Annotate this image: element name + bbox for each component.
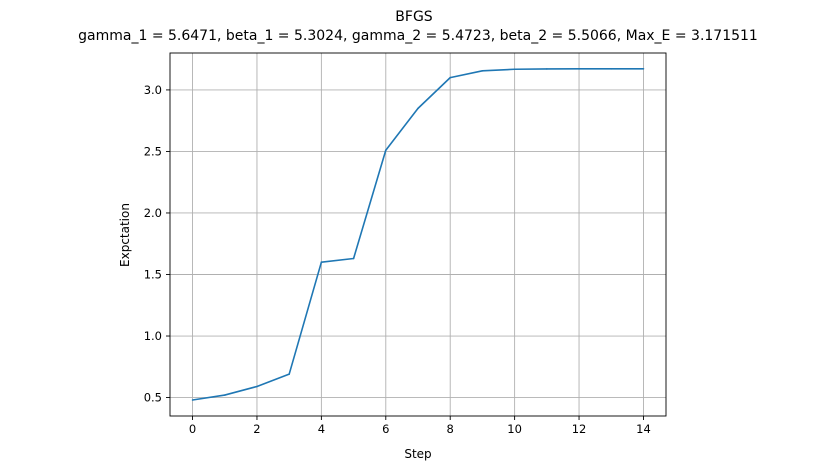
data-point [417,107,419,110]
x-tick-label: 0 [189,422,196,436]
data-point [256,385,258,388]
data-point [191,399,194,401]
data-point [320,261,323,263]
data-point [449,76,452,79]
grid [170,53,666,416]
y-tick-label: 3.0 [144,83,162,97]
ticks: 0 2 4 6 8 10 12 14 0.5 1.0 1.5 2.0 2.5 3.0 [144,83,651,436]
data-point [610,68,613,70]
x-tick-label: 2 [253,422,260,436]
series-layer [191,68,645,401]
data-point [642,68,645,70]
data-point [481,70,484,72]
chart-subtitle: gamma_1 = 5.6471, beta_1 = 5.3024, gamma… [78,28,758,44]
data-point [288,373,290,375]
y-tick-label: 1.5 [144,267,162,281]
x-tick-label: 6 [382,422,389,436]
x-tick-label: 14 [636,422,651,436]
y-axis-label: Expctation [118,203,132,267]
data-point [384,149,387,152]
y-tick-label: 2.5 [144,144,162,158]
data-point [513,68,516,71]
data-point [546,68,548,70]
x-axis-label: Step [404,447,431,461]
y-tick-label: 0.5 [144,391,162,405]
plot-frame [169,52,667,417]
x-tick-label: 10 [507,422,522,436]
y-tick-label: 2.0 [144,206,162,220]
x-tick-label: 8 [447,422,454,436]
series-line [192,68,644,401]
y-tick-label: 1.0 [144,329,162,343]
x-tick-label: 4 [318,422,325,436]
data-point [578,68,580,70]
data-point [352,257,355,260]
x-tick-label: 12 [572,422,587,436]
chart-title: BFGS [395,9,433,25]
data-point [223,394,226,396]
